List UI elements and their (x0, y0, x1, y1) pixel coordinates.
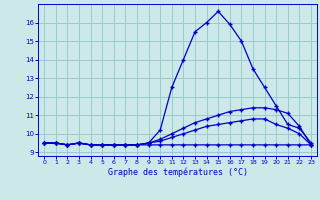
X-axis label: Graphe des températures (°C): Graphe des températures (°C) (108, 168, 248, 177)
